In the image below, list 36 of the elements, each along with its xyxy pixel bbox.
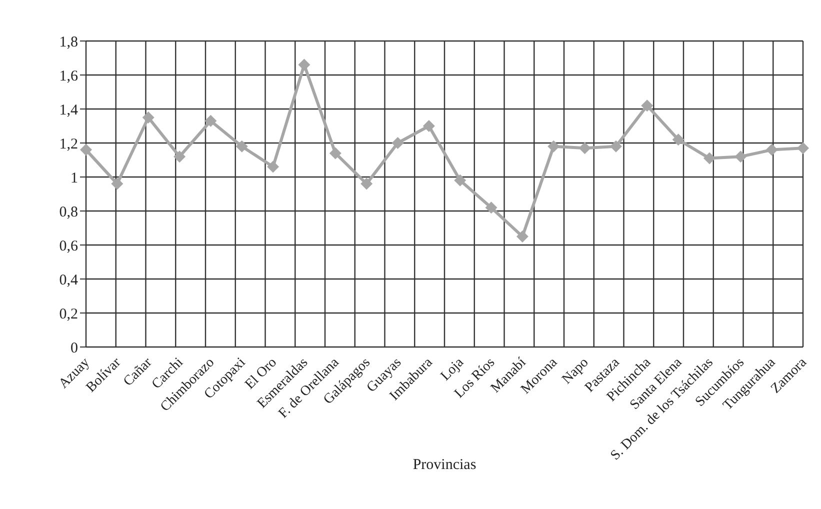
y-tick-label: 0,8 xyxy=(59,204,78,220)
point xyxy=(204,114,217,127)
point xyxy=(641,100,654,112)
point xyxy=(80,144,92,156)
y-tick-label: 0,4 xyxy=(59,272,78,288)
y-tick-label: 0,2 xyxy=(59,306,78,322)
point xyxy=(142,112,154,124)
point xyxy=(267,160,280,173)
point xyxy=(392,137,404,149)
y-tick-label: 1,6 xyxy=(59,68,78,84)
point xyxy=(703,152,716,164)
point xyxy=(236,140,248,152)
y-tick-label: 1,4 xyxy=(59,102,78,118)
y-tick-label: 1,8 xyxy=(59,34,78,50)
point xyxy=(548,140,560,152)
point xyxy=(797,142,809,154)
point xyxy=(422,120,435,132)
y-tick-label: 0,6 xyxy=(59,238,78,254)
point xyxy=(766,144,778,156)
x-axis-title: Provincias xyxy=(412,457,476,473)
point xyxy=(485,202,498,214)
point xyxy=(454,174,466,186)
point xyxy=(610,140,622,152)
point xyxy=(111,178,124,190)
point xyxy=(174,150,186,163)
point xyxy=(516,230,528,242)
point xyxy=(298,58,310,71)
y-tick-label: 1,2 xyxy=(59,136,78,152)
point xyxy=(360,178,373,190)
point xyxy=(329,147,342,160)
point xyxy=(734,150,747,163)
point xyxy=(578,142,591,154)
point xyxy=(672,134,684,146)
y-tick-label: 0 xyxy=(70,340,78,356)
y-tick-label: 1 xyxy=(70,170,78,186)
x-tick-label: Loja xyxy=(438,354,468,384)
